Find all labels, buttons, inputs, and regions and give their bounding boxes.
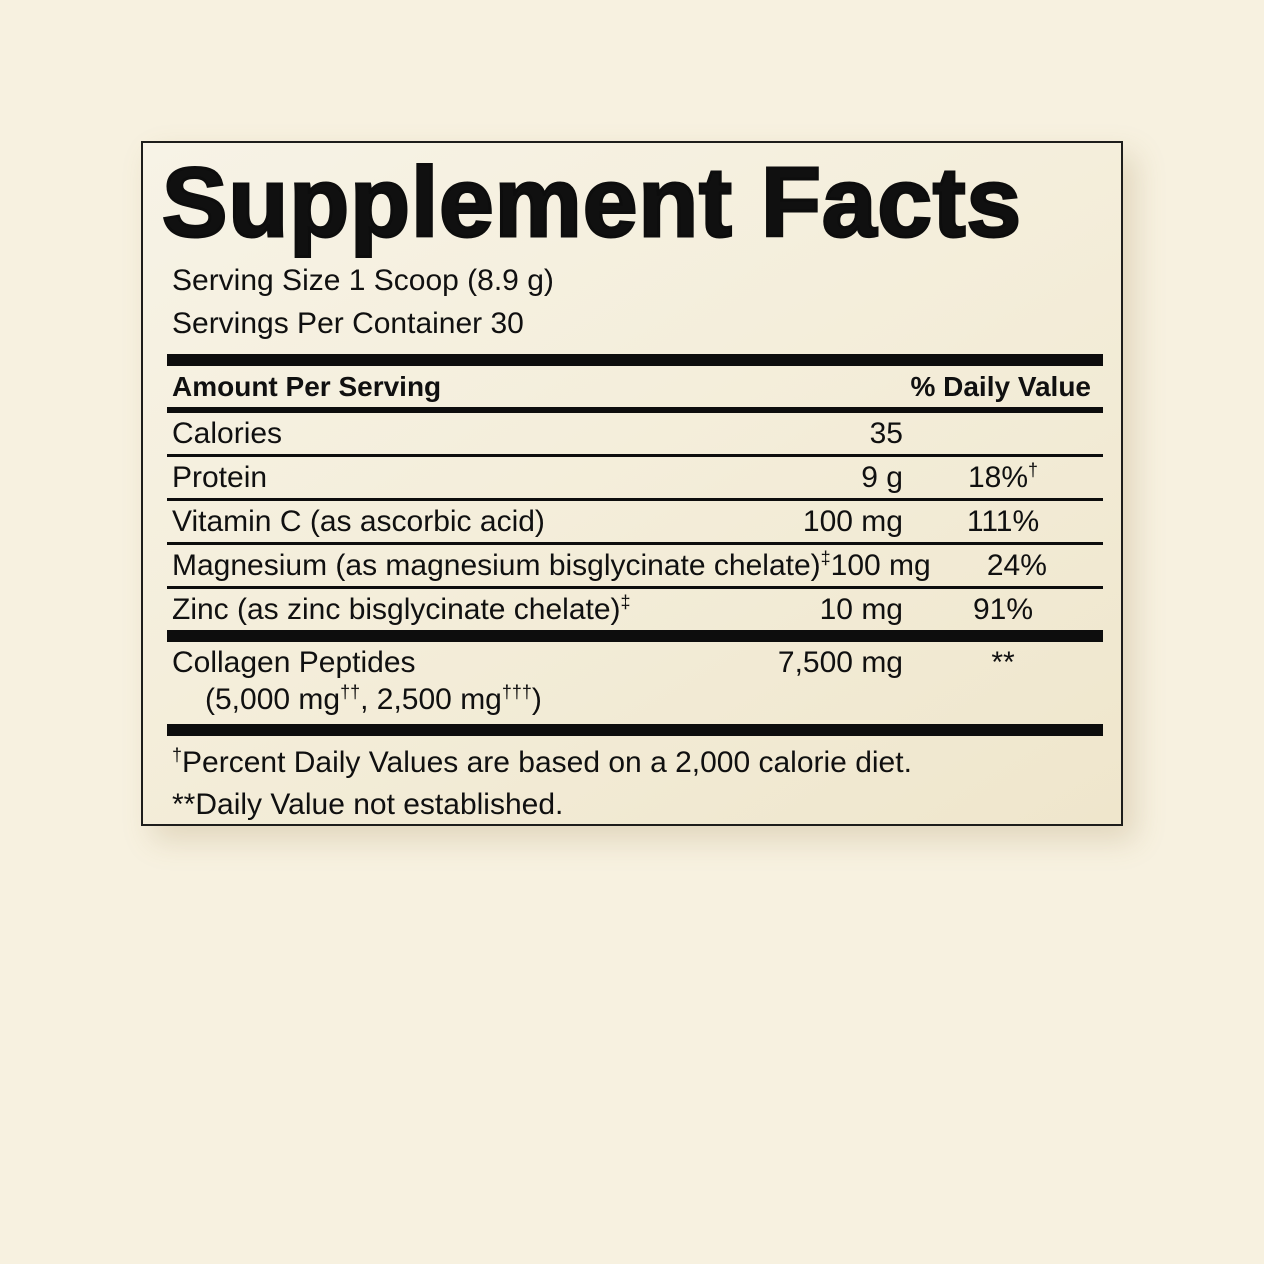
text-segment: 111%: [966, 505, 1040, 538]
text-segment: Protein: [172, 461, 268, 494]
text-segment: (5,000 mg: [205, 683, 341, 716]
header-divider: [167, 407, 1103, 413]
text-segment: Vitamin C (as ascorbic acid): [172, 505, 545, 538]
nutrient-amount: 9 g: [861, 461, 903, 494]
footnote-line: **Daily Value not established.: [167, 784, 1103, 824]
nutrient-name: Magnesium (as magnesium bisglycinate che…: [167, 549, 831, 582]
text-segment: Zinc (as zinc bisglycinate chelate): [172, 593, 621, 626]
nutrient-amount: 100 mg: [830, 549, 931, 582]
nutrient-name: Collagen Peptides: [167, 646, 416, 679]
footnotes: †Percent Daily Values are based on a 2,0…: [167, 736, 1103, 824]
nutrition-table: Calories 35 Protein 9 g 18%† Vitamin C (as as…: [167, 413, 1103, 736]
nutrient-daily-value: 91%: [903, 593, 1103, 626]
nutrient-name: Zinc (as zinc bisglycinate chelate)‡: [167, 593, 631, 626]
supplement-facts-panel: Supplement Facts Serving Size 1 Scoop (8…: [141, 141, 1123, 826]
text-segment: **: [991, 646, 1015, 679]
table-row: Protein 9 g 18%†: [167, 457, 1103, 498]
superscript-marker: †: [1028, 460, 1039, 480]
text-segment: **: [172, 788, 196, 821]
text-segment: Magnesium (as magnesium bisglycinate che…: [172, 549, 821, 582]
text-segment: Daily Value not established.: [195, 788, 564, 821]
table-row: Zinc (as zinc bisglycinate chelate)‡ 10 m…: [167, 589, 1103, 630]
nutrient-name: Protein: [167, 461, 267, 494]
panel-title: Supplement Facts: [161, 147, 1023, 257]
daily-value-header: % Daily Value: [910, 371, 1091, 402]
row-divider: [167, 586, 1103, 589]
text-segment: Percent Daily Values are based on a 2,00…: [182, 746, 912, 779]
servings-per-container-line: Servings Per Container 30: [172, 307, 524, 340]
table-row: Magnesium (as magnesium bisglycinate che…: [167, 545, 1103, 586]
nutrient-sub-line: (5,000 mg††, 2,500 mg†††): [167, 683, 1103, 724]
superscript-marker: †: [172, 745, 183, 765]
nutrient-name: Vitamin C (as ascorbic acid): [167, 505, 545, 538]
superscript-marker: ††: [340, 682, 361, 702]
superscript-marker: ‡: [820, 548, 831, 568]
nutrient-daily-value: 24%: [931, 549, 1103, 582]
nutrient-amount: 100 mg: [802, 505, 903, 538]
superscript-marker: ‡: [620, 592, 631, 612]
row-divider: [167, 498, 1103, 501]
table-row: Calories 35: [167, 413, 1103, 454]
row-divider: [167, 542, 1103, 545]
nutrient-amount: 10 mg: [819, 593, 903, 626]
nutrient-daily-value: **: [903, 646, 1103, 679]
thick-divider-top: [167, 354, 1103, 366]
table-row: Vitamin C (as ascorbic acid) 100 mg 111%: [167, 501, 1103, 542]
superscript-marker: †††: [501, 682, 532, 702]
text-segment: 18%: [967, 461, 1029, 494]
text-segment: 91%: [972, 593, 1034, 626]
panel-content: Supplement Facts Serving Size 1 Scoop (8…: [143, 143, 1121, 824]
nutrient-daily-value: 111%: [903, 505, 1103, 538]
thick-divider: [167, 724, 1103, 736]
table-header-row: Amount Per Serving % Daily Value: [167, 366, 1103, 407]
serving-size-line: Serving Size 1 Scoop (8.9 g): [172, 264, 554, 297]
text-segment: Calories: [172, 417, 283, 450]
nutrient-amount: 7,500 mg: [777, 646, 903, 679]
serving-info: Serving Size 1 Scoop (8.9 g) Servings Pe…: [167, 259, 1103, 345]
row-divider: [167, 454, 1103, 457]
table-row: Collagen Peptides 7,500 mg **: [167, 642, 1103, 683]
text-segment: 24%: [986, 549, 1047, 582]
text-segment: , 2,500 mg: [360, 683, 502, 716]
nutrient-name: Calories: [167, 417, 282, 450]
nutrient-amount: 35: [869, 417, 903, 450]
text-segment: ): [531, 683, 542, 716]
nutrient-daily-value: 18%†: [903, 461, 1103, 494]
text-segment: Collagen Peptides: [172, 646, 416, 679]
amount-per-serving-header: Amount Per Serving: [172, 371, 442, 402]
footnote-line: †Percent Daily Values are based on a 2,0…: [167, 742, 1103, 784]
thick-divider: [167, 630, 1103, 642]
